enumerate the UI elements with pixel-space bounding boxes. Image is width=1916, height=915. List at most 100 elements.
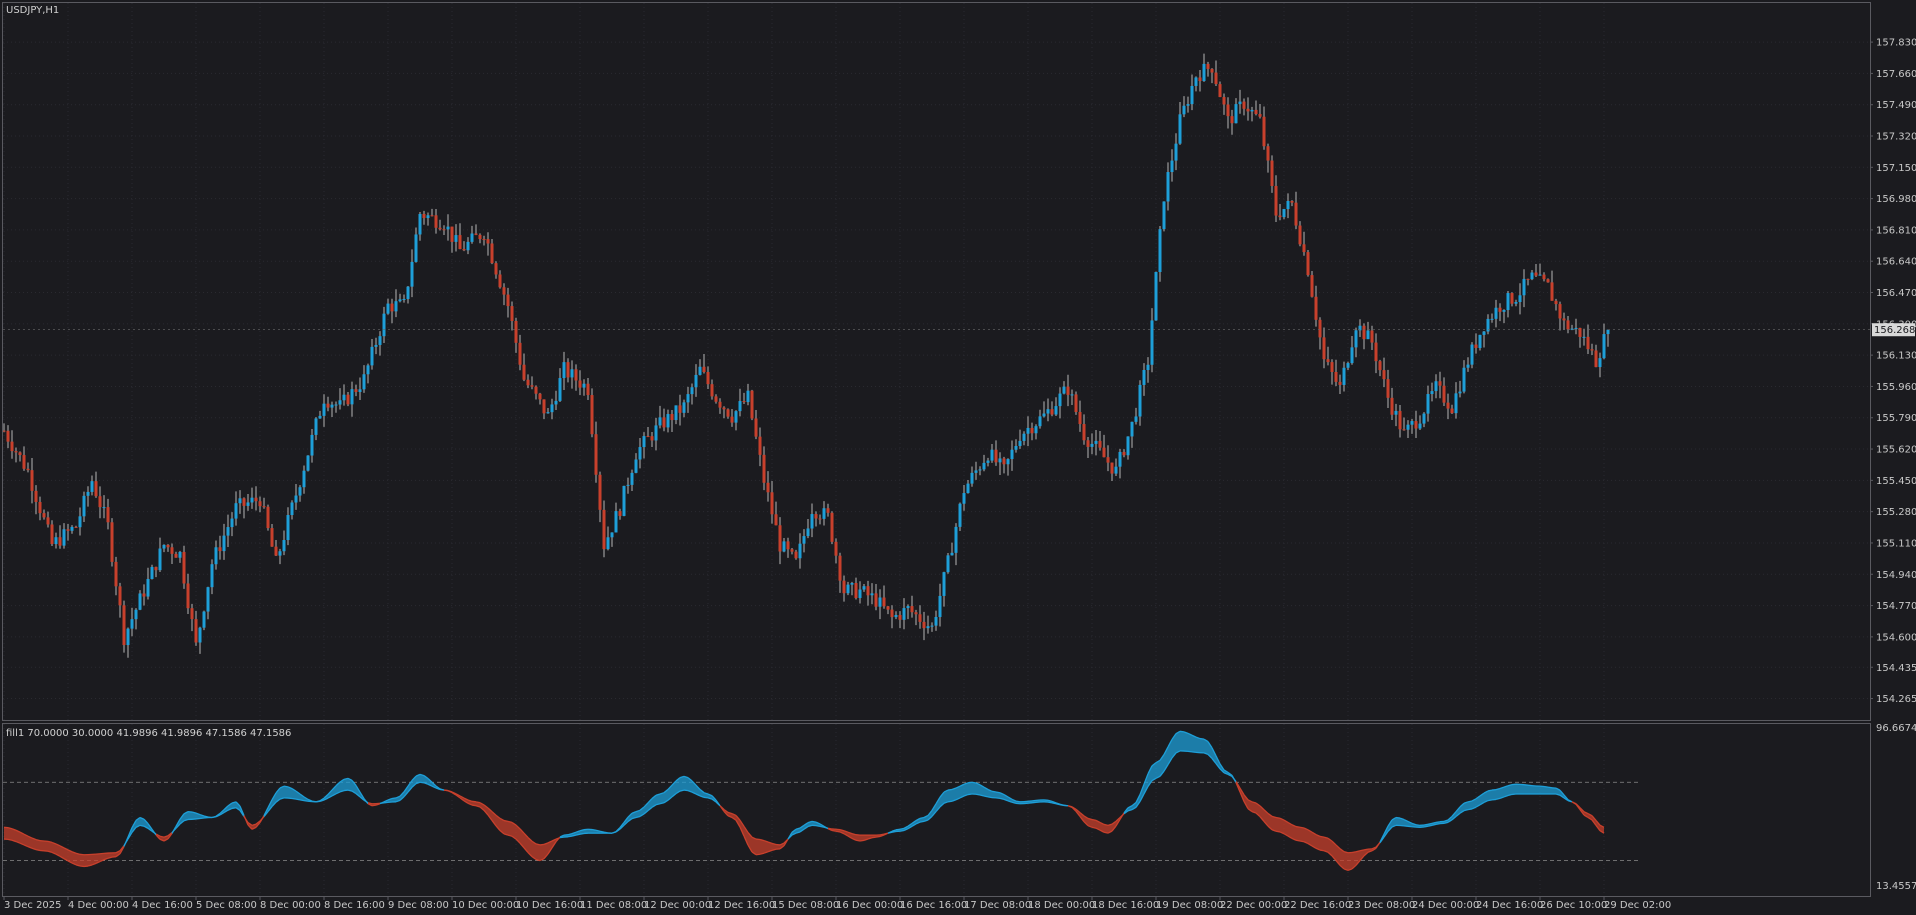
oscillator-slow-line [1135, 801, 1141, 808]
candle-body [402, 298, 406, 300]
oscillator-fill-segment [1464, 801, 1468, 811]
oscillator-slow-line [699, 795, 705, 798]
oscillator-slow-line [1559, 794, 1565, 799]
oscillator-fast-line [427, 777, 433, 783]
oscillator-slow-line [899, 829, 905, 832]
candle-body [1070, 394, 1074, 396]
candle-body [410, 261, 414, 287]
oscillator-slow-line [1003, 798, 1009, 802]
oscillator-fast-line [1211, 747, 1217, 757]
oscillator-slow-line [919, 820, 925, 823]
candle-body [30, 470, 34, 491]
oscillator-fill-segment [1276, 817, 1280, 832]
candle-body [834, 541, 838, 556]
oscillator-slow-line [611, 831, 617, 834]
oscillator-fast-line [1179, 730, 1185, 733]
oscillator-fill-segment [684, 776, 688, 791]
candle-body [1054, 406, 1058, 415]
candle-body [1194, 77, 1198, 86]
oscillator-slow-line [179, 820, 185, 825]
oscillator-slow-line [1259, 805, 1265, 811]
candle-body [858, 589, 862, 598]
candle-body [894, 615, 898, 618]
oscillator-fill-segment [140, 817, 144, 827]
oscillator-fast-line [1251, 811, 1257, 814]
candle-body [1266, 146, 1270, 161]
oscillator-slow-line [887, 831, 893, 834]
candle-body [278, 551, 282, 556]
oscillator-fast-line [895, 828, 901, 831]
oscillator-fast-line [539, 858, 545, 862]
oscillator-fast-line [1283, 833, 1289, 837]
oscillator-slow-line [115, 850, 121, 854]
oscillator-fast-line [1203, 738, 1209, 743]
oscillator-fill-segment [768, 841, 772, 852]
oscillator-fast-line [1075, 810, 1081, 817]
oscillator-fill-segment [972, 782, 976, 795]
candle-body [254, 497, 258, 502]
time-tick-label: 23 Dec 08:00 [1348, 900, 1415, 911]
oscillator-slow-line [515, 824, 521, 830]
oscillator-fill-segment [280, 786, 284, 800]
oscillator-slow-line [1283, 819, 1289, 823]
oscillator-fast-line [663, 788, 669, 794]
oscillator-fast-line [1147, 765, 1153, 775]
oscillator-fast-line [1087, 825, 1093, 828]
oscillator-slow-line [335, 791, 341, 795]
candle-body [1570, 328, 1574, 330]
candle-body [1322, 337, 1326, 360]
time-tick-label: 22 Dec 16:00 [1284, 900, 1351, 911]
oscillator-fast-line [95, 860, 101, 864]
oscillator-fill-segment [1484, 790, 1488, 803]
candle-body [742, 401, 746, 403]
oscillator-slow-line [1355, 850, 1361, 853]
oscillator-fill-segment [348, 778, 352, 792]
oscillator-fast-line [1079, 816, 1085, 823]
oscillator-slow-line [947, 800, 953, 803]
oscillator-slow-line [1387, 826, 1393, 832]
candle-body [26, 468, 30, 471]
candle-body [1542, 274, 1546, 280]
candle-body [46, 517, 50, 525]
oscillator-fast-line [907, 822, 913, 827]
oscillator-fast-line [703, 792, 709, 795]
oscillator-slow-line [883, 832, 889, 835]
candle-body [562, 362, 566, 379]
oscillator-fast-line [279, 785, 285, 789]
oscillator-fast-line [771, 848, 777, 851]
oscillator-slow-line [767, 841, 773, 845]
oscillator-slow-line [323, 797, 329, 801]
candle-body [1102, 447, 1106, 458]
oscillator-fast-line [1127, 805, 1133, 809]
oscillator-slow-line [1271, 815, 1277, 819]
oscillator-fill-segment [1552, 787, 1556, 794]
price-tick-label: 154.770 [1876, 601, 1916, 612]
oscillator-slow-line [67, 849, 73, 853]
oscillator-fill-segment [588, 829, 592, 834]
candle-body [462, 249, 466, 251]
oscillator-slow-line [1423, 825, 1429, 828]
oscillator-slow-line [1351, 851, 1357, 854]
oscillator-fill-segment [992, 791, 996, 798]
oscillator-fast-line [743, 835, 749, 846]
candle-body [1006, 459, 1010, 465]
oscillator-fast-line [1171, 733, 1177, 740]
oscillator-fast-line [939, 791, 945, 798]
candle-body [618, 511, 622, 516]
time-tick-label: 9 Dec 08:00 [388, 900, 449, 911]
oscillator-slow-line [1163, 764, 1169, 772]
oscillator-fill-segment [536, 843, 540, 861]
oscillator-fill-segment [1528, 785, 1532, 794]
oscillator-fast-line [1135, 794, 1141, 803]
candle-body [166, 544, 170, 548]
oscillator-fill-segment [80, 854, 84, 867]
oscillator-fast-line [291, 788, 297, 792]
oscillator-fill-segment [420, 774, 424, 783]
candle-body [774, 514, 778, 526]
oscillator-fast-line [1259, 816, 1265, 822]
oscillator-fast-line [1099, 829, 1105, 833]
candle-body [306, 455, 310, 471]
candle-body [1034, 426, 1038, 434]
oscillator-fast-line [899, 827, 905, 830]
oscillator-fast-line [507, 834, 513, 837]
